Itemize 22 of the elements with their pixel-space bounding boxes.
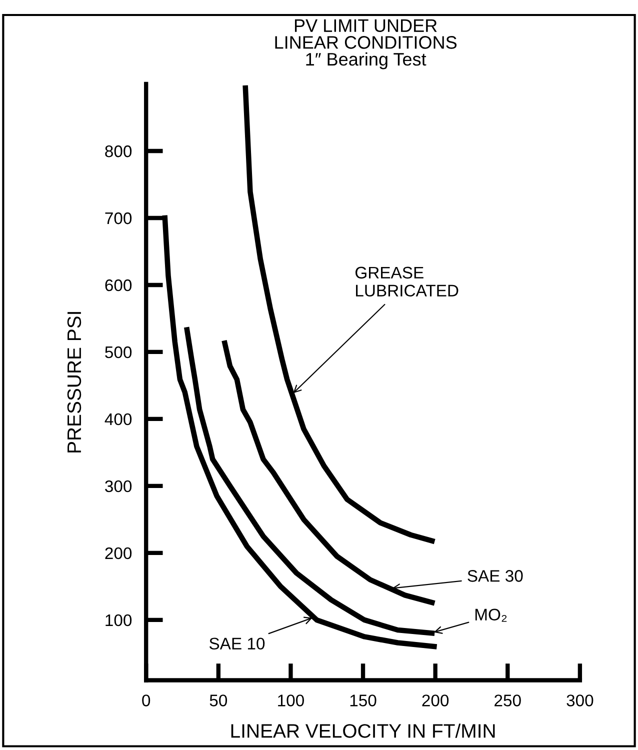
y-axis-title: PRESSURE PSI [67,312,82,452]
annotation: MO₂ [475,608,507,622]
annotation: SAE 30 [468,570,523,582]
y-tick-label: 300 [105,480,132,492]
y-tick-label: 200 [105,547,132,560]
x-tick-label: 50 [210,694,228,706]
x-tick-label: 300 [566,694,594,706]
y-tick-label: 400 [104,413,132,426]
chart-title: PV LIMIT UNDER LINEAR CONDITIONS 1″ Bearing Test [275,19,457,70]
x-tick-label: 150 [350,694,376,706]
y-tick-label: 500 [105,346,132,358]
x-tick-label: 250 [494,694,521,706]
x-tick-label: 0 [142,694,150,706]
x-tick-label: 100 [278,694,304,706]
y-tick-label: 600 [105,279,132,292]
annotation: GREASE LUBRICATED [356,266,458,297]
y-tick-label: 100 [106,614,132,626]
x-axis-title: LINEAR VELOCITY IN FT/MIN [231,724,495,738]
y-tick-label: 700 [105,212,132,224]
annotation: SAE 10 [209,638,265,650]
y-tick-label: 800 [105,145,132,158]
x-tick-label: 200 [422,694,449,706]
